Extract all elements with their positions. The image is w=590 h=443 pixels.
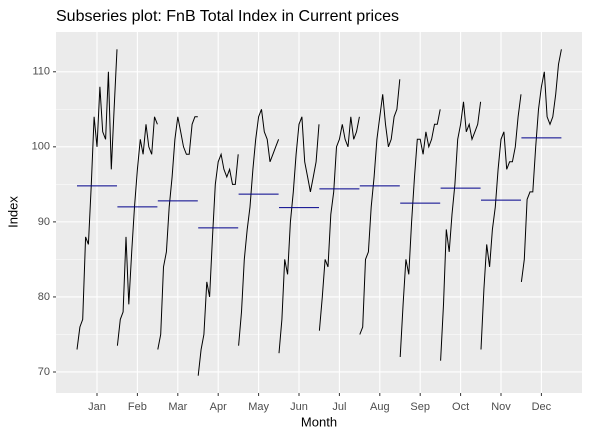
month-line <box>157 116 198 350</box>
y-tick-label: 100 <box>32 141 50 153</box>
month-line <box>359 79 401 335</box>
x-tick-label: May <box>248 401 269 413</box>
month-line <box>480 94 522 350</box>
month-line <box>238 109 280 346</box>
x-tick-label: Jun <box>290 401 308 413</box>
x-tick-label: Nov <box>491 401 511 413</box>
x-tick-label: Aug <box>370 401 390 413</box>
month-line <box>440 101 482 361</box>
month-line <box>318 116 360 331</box>
month-line <box>399 109 441 358</box>
x-tick-label: Jul <box>332 401 346 413</box>
y-tick-label: 90 <box>38 216 50 228</box>
x-tick-label: Jan <box>88 401 106 413</box>
month-line <box>76 49 118 350</box>
month-line <box>116 116 158 346</box>
x-tick-label: Apr <box>210 401 227 413</box>
panel <box>56 32 582 393</box>
x-axis-label: Month <box>301 414 337 429</box>
y-tick-label: 80 <box>38 291 50 303</box>
x-tick-label: Feb <box>128 401 147 413</box>
month-line <box>278 116 320 354</box>
x-tick-label: Dec <box>532 401 552 413</box>
x-tick-label: Mar <box>168 401 187 413</box>
month-line <box>520 49 562 282</box>
chart-title: Subseries plot: FnB Total Index in Curre… <box>56 8 399 25</box>
month-line <box>197 152 239 376</box>
x-tick-label: Sep <box>410 401 430 413</box>
y-axis-label: Index <box>5 196 20 228</box>
y-tick-label: 70 <box>38 366 50 378</box>
x-tick-label: Oct <box>452 401 469 413</box>
y-tick-label: 110 <box>32 66 50 78</box>
